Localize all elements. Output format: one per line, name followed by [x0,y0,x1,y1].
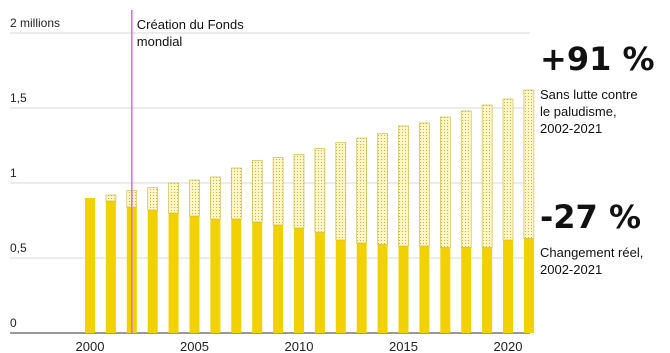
y-tick-label: 0,5 [10,241,27,255]
annotation: Création du Fonds mondial [131,10,244,333]
x-tick-label: 2010 [285,339,314,353]
bar-without-control [168,182,179,214]
callout-decrease-value: -27 % [540,198,642,236]
bar-without-control [189,179,200,217]
bar-actual [503,240,513,333]
callout-decrease-caption: Changement réel, 2002-2021 [540,244,670,278]
bar-actual [147,210,158,333]
bar-without-control [105,194,117,202]
bar-actual [273,225,284,333]
bar-actual [356,243,367,333]
bar-without-control [439,116,451,248]
callout-increase-value: +91 % [540,40,655,78]
bar-without-control [314,148,326,233]
bar-actual [168,213,179,333]
bar-without-control [251,160,263,223]
bar-actual [440,247,451,333]
callout-decrease-line2: 2002-2021 [540,262,603,277]
bar-without-control [460,110,472,248]
bar-actual [377,244,388,333]
bar-without-control [147,187,158,211]
annotation-label-line1: Création du Fonds [137,17,244,32]
bar-without-control [523,89,535,239]
bar-actual [419,246,430,333]
bar-without-control [293,154,305,229]
callout-increase-line1: Sans lutte contre [540,87,638,102]
bar-actual [523,238,534,333]
bar-actual [314,232,325,333]
bar-without-control [419,122,430,247]
callout-increase-caption: Sans lutte contre le paludisme, 2002-202… [540,86,670,137]
y-tick-label: 1,5 [10,91,27,105]
y-tick-label: 0 [10,316,17,330]
bar-without-control [210,176,221,220]
bar-actual [461,247,472,333]
bar-actual [231,219,242,333]
x-tick-label: 2005 [180,339,209,353]
annotation-label-line2: mondial [137,34,183,49]
y-tick-label: 1 [10,166,17,180]
bar-without-control [377,133,388,245]
bar-actual [252,222,263,333]
bar-actual [210,219,221,333]
x-tick-label: 2020 [494,339,523,353]
bar-actual [335,240,346,333]
callout-increase-line2: le paludisme, [540,104,617,119]
bar-actual [85,198,95,333]
bar-actual [189,216,200,333]
y-tick-label: 2 millions [10,16,60,30]
callout-decrease-line1: Changement réel, [540,245,644,260]
bar-without-control [335,142,347,241]
x-axis-labels: 2000 2005 2010 2015 2020 [76,339,523,353]
bar-without-control [272,157,284,226]
callout-increase-line3: 2002-2021 [540,121,603,136]
bar-without-control [356,137,368,244]
x-tick-label: 2015 [389,339,418,353]
bar-actual [294,228,304,333]
bar-without-control [502,98,514,241]
y-axis-labels: 0 0,5 1 1,5 2 millions [10,16,60,330]
bar-chart: 00,511,52 millions 2000 2005 2010 2015 2020 … [10,10,535,353]
bar-actual [105,201,116,333]
bar-without-control [398,125,409,247]
bar-without-control [481,104,493,248]
bar-without-control [231,167,242,220]
bars [85,89,535,333]
bar-actual [398,246,409,333]
x-tick-label: 2000 [76,339,105,353]
bar-actual [482,247,493,333]
